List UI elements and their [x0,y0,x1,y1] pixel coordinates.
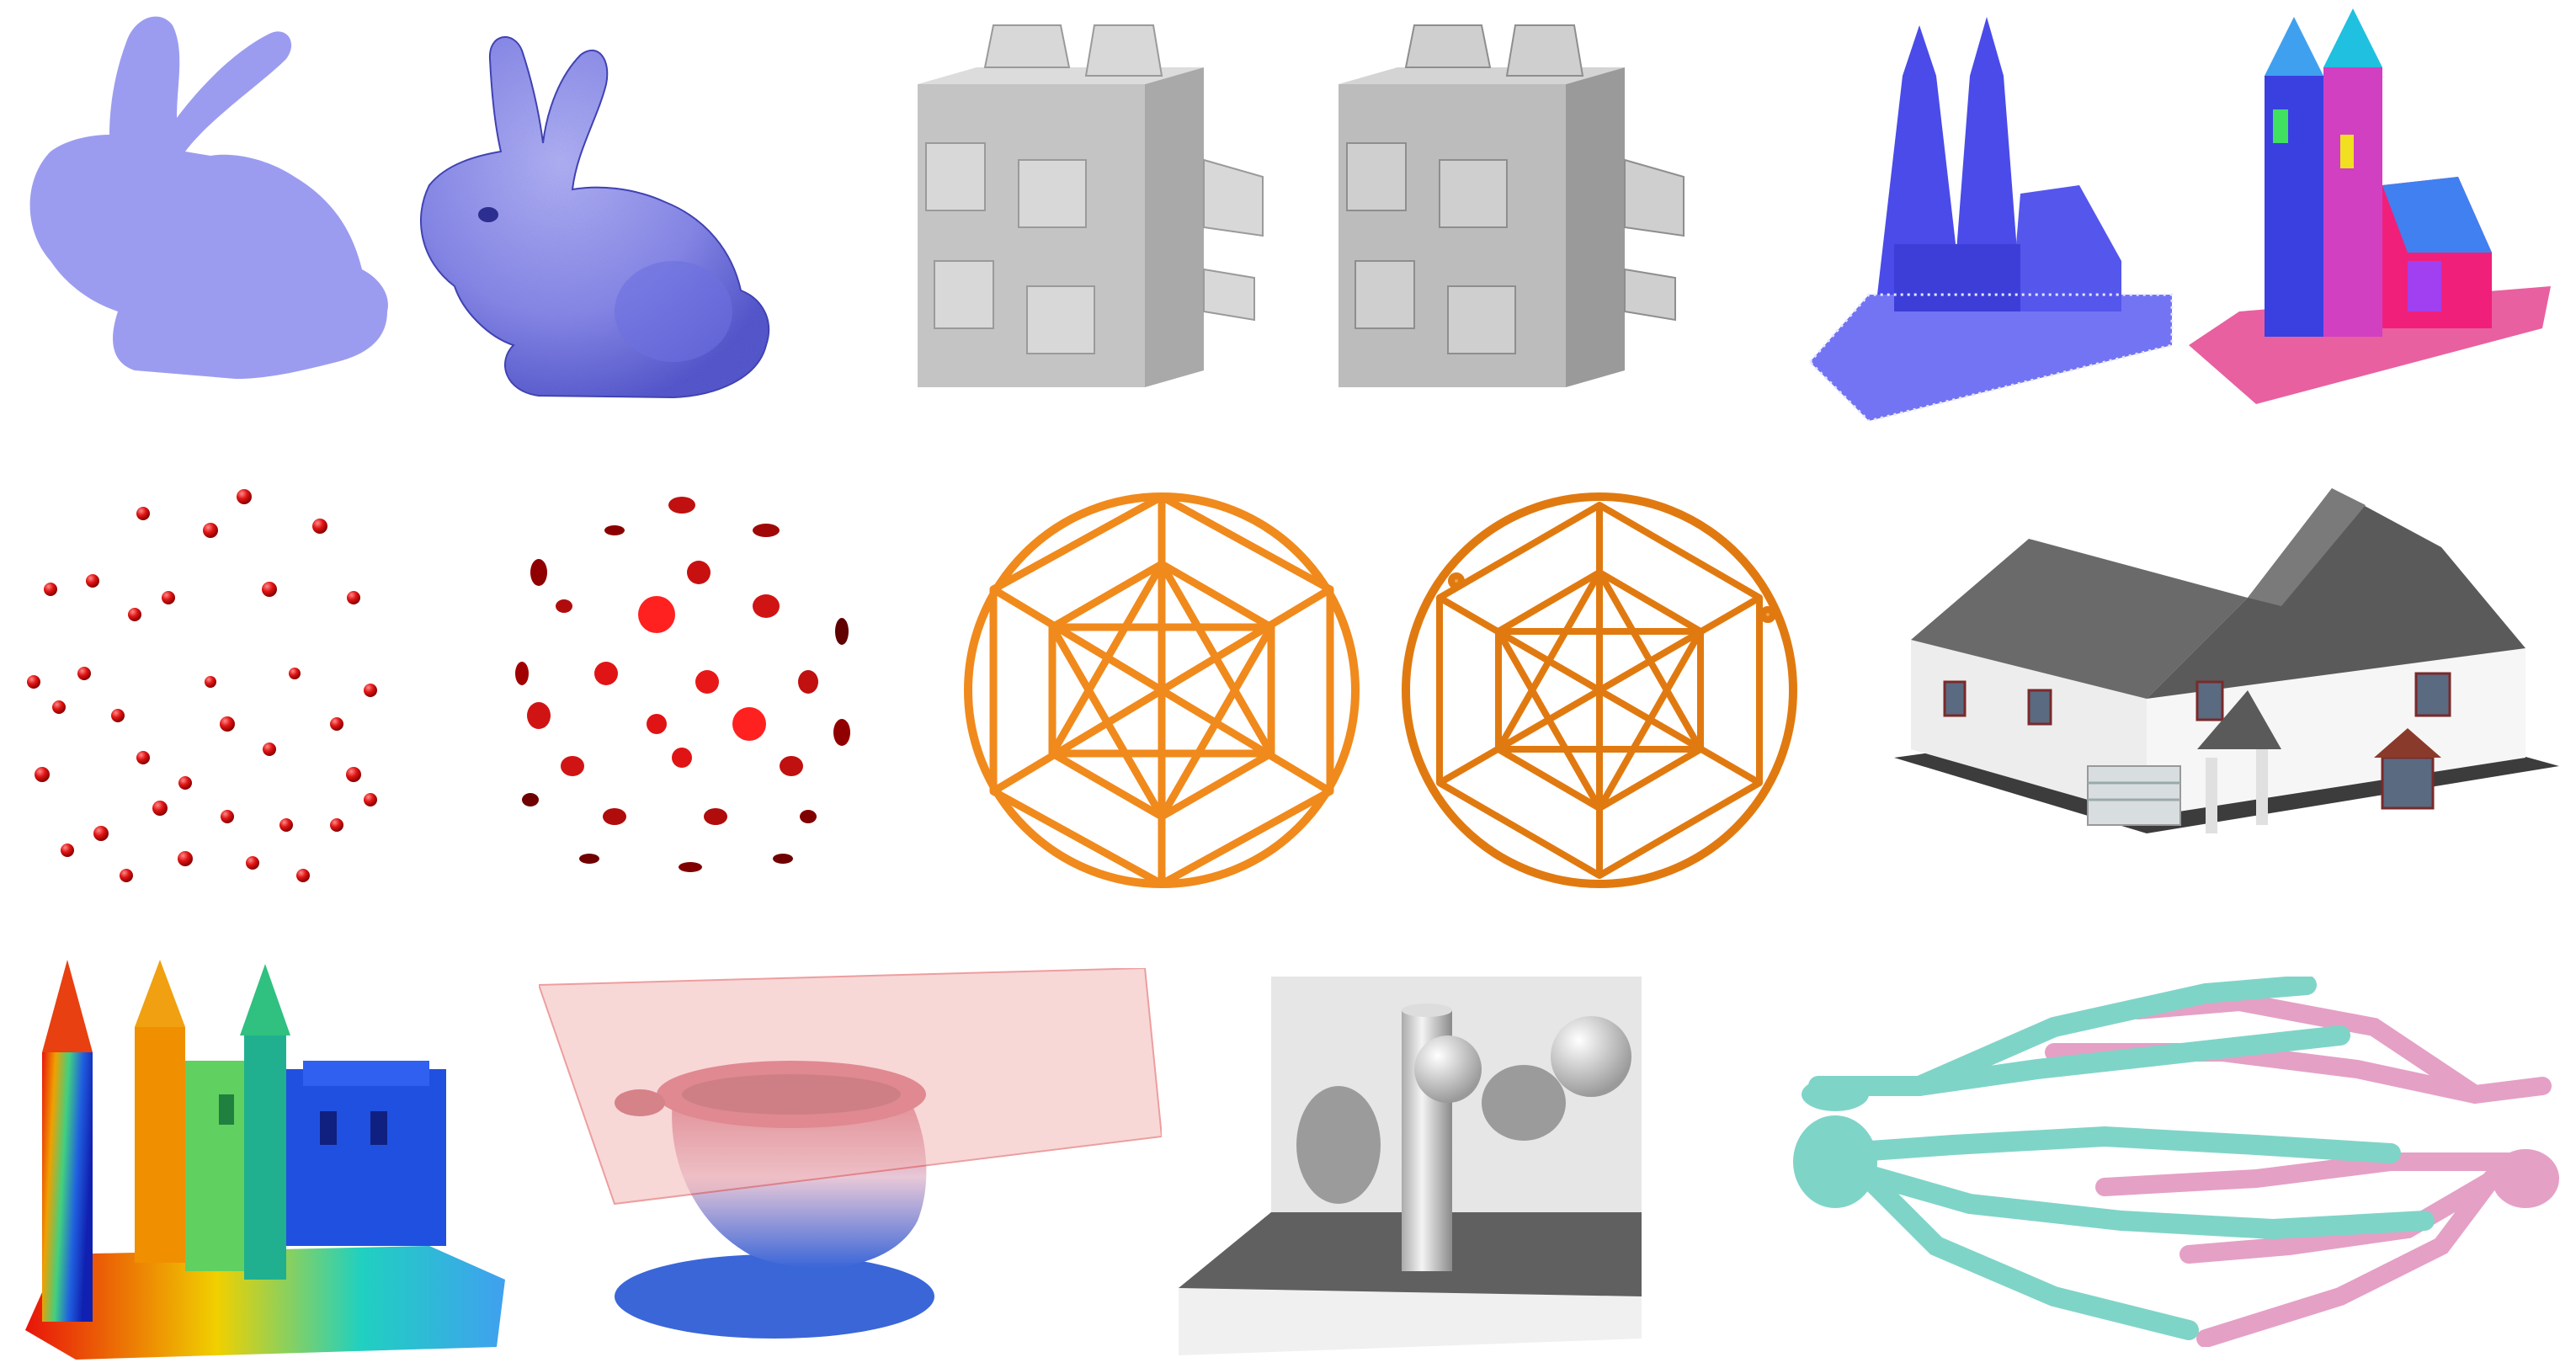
block-smooth-icon [1339,24,1685,387]
cathedral-point-cloud [1802,8,2559,421]
geodesic-wireframe [960,488,1802,892]
bunny-silhouette-vs-shaded [17,8,774,413]
bunny-flat-icon [29,16,388,379]
house-icon [1894,488,2559,833]
sphere-point-distribution [17,480,909,892]
wireframe-sphere-icon [964,492,1360,888]
wireframe-sphere-perspective-icon [1402,492,1797,888]
plane-icon [539,968,1162,1206]
cathedral-points-icon [1807,17,2174,421]
red-disks-icon [515,497,850,872]
cathedral-segmented-icon [2189,8,2551,404]
house-model [1894,480,2559,884]
castle-icon [25,960,505,1360]
red-points-icon [27,489,377,882]
block-rendering-pair [867,17,1726,413]
shadow-scene [1170,960,1642,1355]
hand-bones-icon [1793,977,2559,1347]
sphere-icon [1414,1016,1631,1103]
hand-skeletons [1785,977,2559,1347]
bunny-shaded-icon [420,36,770,399]
castle-heatmap [25,943,522,1360]
bunny-clipping-plane [539,968,1162,1347]
wall [1271,977,1642,1229]
block-flat-icon [918,24,1264,387]
